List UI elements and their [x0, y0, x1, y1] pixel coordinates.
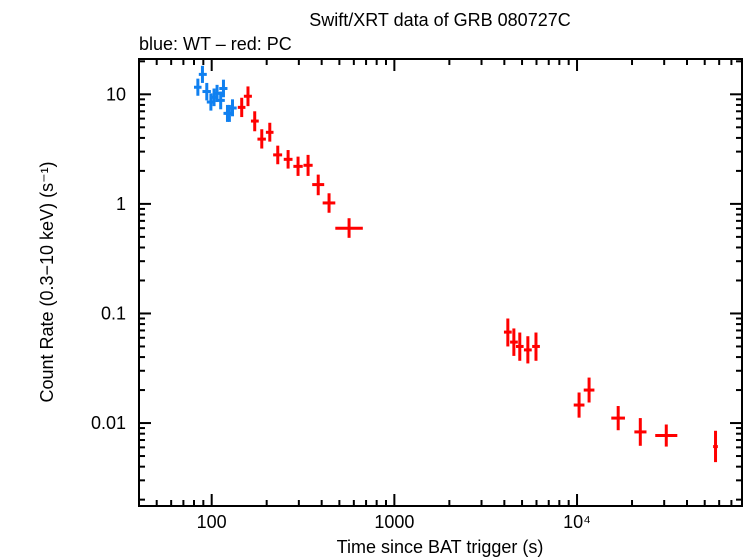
data-point-pc	[503, 318, 512, 347]
data-point-pc	[265, 122, 274, 142]
data-point-wt	[228, 99, 237, 117]
data-point-pc	[312, 174, 325, 196]
data-point-wt	[217, 91, 225, 110]
data-point-pc	[515, 332, 524, 361]
data-point-pc	[322, 193, 336, 213]
data-points	[193, 65, 718, 463]
x-tick-label: 1000	[374, 512, 414, 532]
data-point-pc	[655, 424, 678, 447]
data-point-pc	[237, 97, 246, 118]
data-point-pc	[510, 328, 518, 356]
data-point-wt	[198, 65, 207, 83]
data-point-pc	[611, 406, 625, 431]
data-point-pc	[257, 129, 266, 149]
x-tick-label: 100	[197, 512, 227, 532]
y-tick-label: 1	[116, 194, 126, 214]
data-point-pc	[273, 145, 283, 165]
data-point-wt	[193, 78, 202, 96]
x-tick-label: 10⁴	[563, 512, 591, 532]
y-axis-label: Count Rate (0.3−10 keV) (s⁻¹)	[37, 161, 57, 402]
data-point-pc	[523, 336, 532, 364]
data-point-pc	[243, 86, 252, 107]
data-point-pc	[532, 332, 540, 361]
data-point-pc	[634, 418, 647, 446]
y-tick-label: 0.01	[91, 413, 126, 433]
data-point-pc	[293, 156, 303, 176]
data-point-pc	[573, 392, 585, 418]
data-point-pc	[303, 154, 313, 176]
x-axis-label: Time since BAT trigger (s)	[337, 537, 544, 557]
plot-frame	[138, 58, 743, 507]
data-point-wt	[219, 79, 228, 98]
data-point-wt	[202, 82, 211, 101]
y-tick-label: 0.1	[101, 303, 126, 323]
chart-subtitle: blue: WT – red: PC	[139, 34, 292, 54]
axis-ticks	[138, 59, 743, 506]
chart-title: Swift/XRT data of GRB 080727C	[309, 10, 570, 30]
data-point-pc	[283, 150, 293, 169]
tick-labels: 100 1000 10⁴ 10 1 0.1 0.01	[91, 84, 591, 532]
data-point-pc	[250, 111, 259, 132]
y-tick-label: 10	[106, 84, 126, 104]
data-point-pc	[713, 430, 718, 463]
data-point-pc	[583, 377, 595, 403]
data-point-pc	[335, 218, 363, 238]
